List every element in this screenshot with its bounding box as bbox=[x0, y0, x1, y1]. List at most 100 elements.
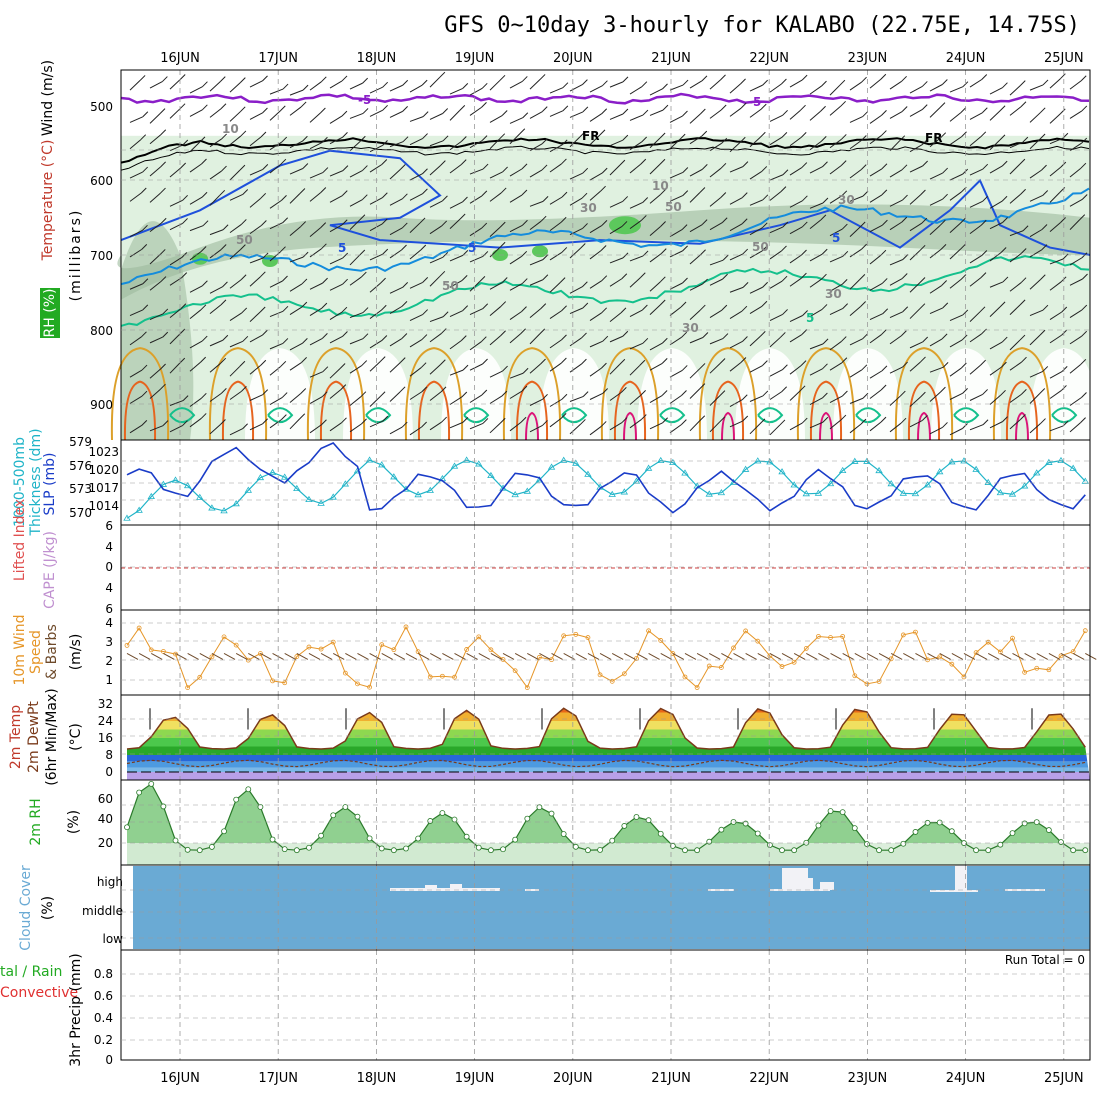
temp-units-label: (°C) bbox=[68, 723, 84, 751]
thickness-marker bbox=[681, 469, 689, 476]
wind-barb-flag bbox=[201, 104, 208, 111]
wind-barb bbox=[569, 111, 584, 118]
wind-barb-flag bbox=[719, 358, 726, 364]
thickness-marker bbox=[948, 458, 956, 465]
wind-barb-flag bbox=[440, 328, 447, 334]
wind-barb-flag bbox=[460, 335, 467, 341]
wind-barb bbox=[1049, 334, 1062, 344]
wind-barb-flag bbox=[559, 277, 566, 283]
wind-barb bbox=[269, 110, 281, 121]
wind-barb-flag bbox=[939, 219, 946, 226]
precip-tick: 0.6 bbox=[94, 989, 113, 1003]
wind-barb bbox=[889, 395, 901, 406]
wind-barb-flag bbox=[582, 106, 589, 113]
wind-barb bbox=[909, 222, 923, 232]
wind-barb bbox=[569, 227, 583, 236]
wind-barb bbox=[709, 421, 721, 433]
date-label-top: 20JUN bbox=[553, 51, 593, 66]
wind-barb bbox=[389, 169, 401, 180]
wind-barb bbox=[129, 424, 143, 434]
wind-barb-flag bbox=[861, 243, 867, 250]
date-label-bottom: 23JUN bbox=[848, 1071, 888, 1086]
wind-barb-flag bbox=[260, 131, 267, 138]
rh-marker bbox=[172, 837, 179, 844]
wind-speed-marker bbox=[646, 628, 651, 634]
wind-barb-flag bbox=[662, 83, 668, 90]
wind-speed-marker bbox=[136, 625, 142, 631]
wind-barb bbox=[169, 108, 181, 119]
wind-barb bbox=[989, 306, 1001, 317]
wind-barb bbox=[909, 165, 923, 173]
temp-band bbox=[127, 708, 1090, 713]
wind-barb bbox=[629, 419, 642, 429]
rh-marker bbox=[281, 846, 288, 853]
wind-barb-flag bbox=[982, 419, 989, 426]
wind-speed-marker bbox=[124, 642, 130, 648]
wind-barb-flag bbox=[462, 417, 469, 423]
temp-tick: 32 bbox=[98, 697, 113, 711]
wind-barb-flag bbox=[699, 363, 706, 369]
wind-barb-flag bbox=[860, 301, 866, 307]
wind-speed-marker bbox=[852, 673, 858, 679]
contour-15-loop bbox=[365, 407, 392, 424]
wind-barb bbox=[649, 281, 661, 292]
wind-barb bbox=[709, 142, 723, 152]
wind-barb-flag bbox=[282, 338, 289, 344]
wind-barb-flag bbox=[461, 391, 468, 398]
wind-barb-10m bbox=[1024, 652, 1036, 660]
contour-20 bbox=[894, 347, 954, 441]
wind-barb bbox=[509, 194, 523, 203]
wind-barb-flag bbox=[239, 360, 246, 367]
wind-barb-flag bbox=[300, 221, 307, 227]
wind-barb-flag bbox=[622, 134, 629, 141]
wind-barb-flag bbox=[1019, 80, 1026, 86]
wind-speed-marker bbox=[573, 631, 579, 637]
wind-barb bbox=[629, 277, 641, 288]
wind-barb bbox=[1029, 169, 1042, 179]
wind-barb bbox=[989, 366, 1002, 376]
panel-frame bbox=[120, 949, 1091, 1061]
wind-barb-flag bbox=[762, 79, 769, 86]
wind-tick: 3 bbox=[105, 635, 113, 649]
wind-barb-flag bbox=[982, 195, 988, 202]
wind-barb bbox=[149, 313, 164, 321]
wind-barb-flag bbox=[582, 223, 588, 229]
wind-barb-flag bbox=[601, 220, 608, 226]
wind-barb bbox=[889, 366, 903, 374]
wind-barb-flag bbox=[381, 335, 388, 341]
wind-barb-flag bbox=[622, 108, 629, 115]
wind-barb-flag bbox=[242, 423, 248, 430]
wind-barb bbox=[1029, 334, 1041, 346]
rh-marker bbox=[560, 831, 567, 837]
wind-barb-flag bbox=[659, 158, 666, 165]
wind-barb-flag bbox=[621, 386, 627, 393]
wind-barb-flag bbox=[162, 308, 169, 315]
wind-speed-marker bbox=[318, 646, 324, 652]
thickness-marker bbox=[365, 456, 374, 463]
high-cloud-bar bbox=[782, 868, 808, 890]
wind-barb-flag bbox=[822, 197, 829, 204]
wind-barb-flag bbox=[1000, 389, 1006, 396]
contour-label: 30 bbox=[838, 193, 855, 207]
wind-barb-flag bbox=[162, 420, 169, 427]
wind-barb bbox=[449, 141, 462, 151]
wind-speed-marker bbox=[682, 674, 688, 680]
wind-barb bbox=[629, 395, 641, 405]
wind-barb-flag bbox=[442, 195, 448, 202]
contour-label: FR bbox=[582, 129, 599, 143]
wind-barb-flag bbox=[521, 250, 528, 257]
wind-barb bbox=[209, 194, 221, 206]
wind-barb bbox=[329, 336, 343, 344]
temp-band bbox=[127, 712, 1090, 721]
wind-barb-flag bbox=[239, 106, 246, 113]
wind-barb-10m bbox=[818, 652, 830, 660]
precip-convective-label: Convective bbox=[0, 985, 78, 1001]
wind-barb-flag bbox=[881, 163, 888, 170]
wind-barb bbox=[909, 282, 921, 293]
wind-barb bbox=[769, 114, 783, 122]
panel-frame bbox=[120, 439, 1091, 526]
wind-barb bbox=[329, 136, 343, 145]
wind-barb-flag bbox=[759, 331, 766, 337]
wind-barb-flag bbox=[722, 254, 729, 261]
wind-barb-flag bbox=[961, 362, 967, 369]
